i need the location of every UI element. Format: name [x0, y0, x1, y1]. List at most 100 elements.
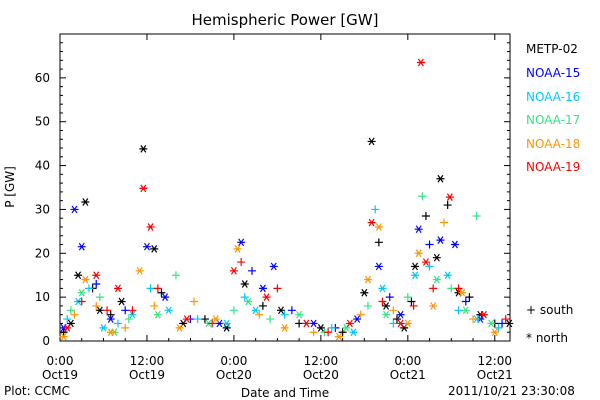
south-data-point: [258, 301, 267, 310]
north-data-point: [106, 328, 115, 337]
south-data-point: [59, 328, 68, 337]
north-data-point: [142, 242, 151, 251]
north-data-point: [450, 240, 459, 249]
north-data-point: [81, 198, 90, 206]
north-data-point: [150, 245, 159, 253]
south-data-point: [63, 315, 72, 324]
x-tick-date-label: Oct20: [216, 368, 252, 382]
north-data-point: [367, 218, 376, 227]
south-data-point: [190, 297, 199, 306]
south-data-point: [150, 301, 159, 310]
south-data-point: [153, 284, 162, 293]
north-data-point: [432, 253, 441, 262]
north-data-point: [416, 58, 425, 67]
north-data-point: [251, 306, 260, 315]
north-data-point: [436, 174, 445, 183]
x-axis-ticks: 0:00Oct1912:00Oct190:00Oct2012:00Oct200:…: [42, 34, 513, 382]
south-data-point: [273, 284, 282, 293]
north-data-point: [262, 293, 271, 301]
legend-entry-metp-02: METP-02: [526, 42, 578, 56]
north-data-point: [374, 223, 383, 231]
legend-entry-noaa-18: NOAA-18: [526, 137, 581, 151]
south-data-point: [324, 328, 333, 337]
south-data-point: [295, 319, 304, 328]
north-data-point: [146, 223, 155, 231]
y-axis-label: P [GW]: [3, 166, 17, 208]
north-data-point: [479, 310, 488, 319]
plot-area: [59, 33, 511, 342]
south-data-point: [440, 218, 449, 227]
south-data-point: [472, 212, 481, 221]
south-data-point: [374, 238, 383, 247]
y-tick-label: 40: [35, 159, 50, 173]
south-data-point: [378, 297, 387, 306]
south-data-point: [240, 293, 249, 302]
x-tick-time-label: 0:00: [394, 354, 421, 368]
north-data-point: [258, 284, 267, 293]
south-data-point: [309, 328, 318, 337]
y-tick-label: 10: [35, 290, 50, 304]
north-data-point: [367, 137, 376, 146]
north-data-point: [432, 275, 441, 284]
north-data-point: [374, 262, 383, 271]
north-data-point: [81, 275, 90, 284]
north-data-point: [128, 310, 137, 319]
north-data-point: [77, 288, 86, 297]
y-tick-label: 0: [42, 334, 50, 348]
south-data-point: [121, 306, 130, 315]
north-data-point: [490, 328, 499, 337]
south-data-point: [237, 258, 246, 267]
data-points: [59, 58, 514, 341]
north-data-point: [211, 315, 220, 323]
y-tick-label: 20: [35, 246, 50, 260]
south-data-point: [266, 315, 275, 324]
north-data-point: [182, 315, 191, 323]
south-data-point: [255, 310, 264, 319]
north-data-point: [436, 236, 445, 244]
south-data-point: [409, 301, 418, 310]
y-tick-label: 60: [35, 71, 50, 85]
north-data-point: [403, 319, 412, 328]
north-data-point: [233, 245, 242, 253]
north-data-point: [113, 284, 122, 293]
x-tick-date-label: Oct21: [477, 368, 513, 382]
north-data-point: [229, 266, 238, 275]
plot-timestamp: 2011/10/21 23:30:08: [448, 384, 575, 398]
x-tick-date-label: Oct19: [129, 368, 165, 382]
x-tick-time-label: 0:00: [47, 354, 74, 368]
south-data-point: [425, 240, 434, 249]
south-data-point: [106, 310, 115, 319]
south-data-point: [418, 192, 427, 201]
south-data-point: [70, 310, 79, 319]
south-data-point: [280, 310, 289, 319]
north-data-point: [222, 323, 231, 332]
x-axis-label: Date and Time: [241, 386, 329, 400]
north-data-point: [161, 293, 170, 301]
south-data-point: [248, 266, 257, 275]
chart-title: Hemispheric Power [GW]: [192, 11, 379, 29]
south-data-point: [425, 262, 434, 271]
south-data-point: [385, 293, 394, 302]
x-tick-time-label: 12:00: [477, 354, 512, 368]
north-data-point: [63, 323, 72, 332]
y-tick-label: 30: [35, 202, 50, 216]
north-data-point: [99, 323, 108, 332]
south-data-point: [356, 310, 365, 319]
north-data-point: [302, 319, 311, 328]
north-data-point: [349, 328, 358, 337]
north-data-point: [77, 242, 86, 251]
south-data-point: [338, 328, 347, 337]
north-data-point: [363, 275, 372, 284]
south-data-point: [95, 293, 104, 302]
north-data-point: [59, 332, 68, 341]
south-data-point: [146, 284, 155, 293]
south-data-point: [124, 315, 133, 324]
north-data-point: [411, 271, 420, 280]
south-data-point: [193, 315, 202, 324]
x-tick-date-label: Oct19: [42, 368, 78, 382]
south-data-point: [121, 323, 130, 332]
x-tick-time-label: 12:00: [304, 354, 339, 368]
north-data-point: [445, 193, 454, 201]
north-data-point: [396, 310, 405, 319]
north-data-point: [382, 302, 391, 310]
